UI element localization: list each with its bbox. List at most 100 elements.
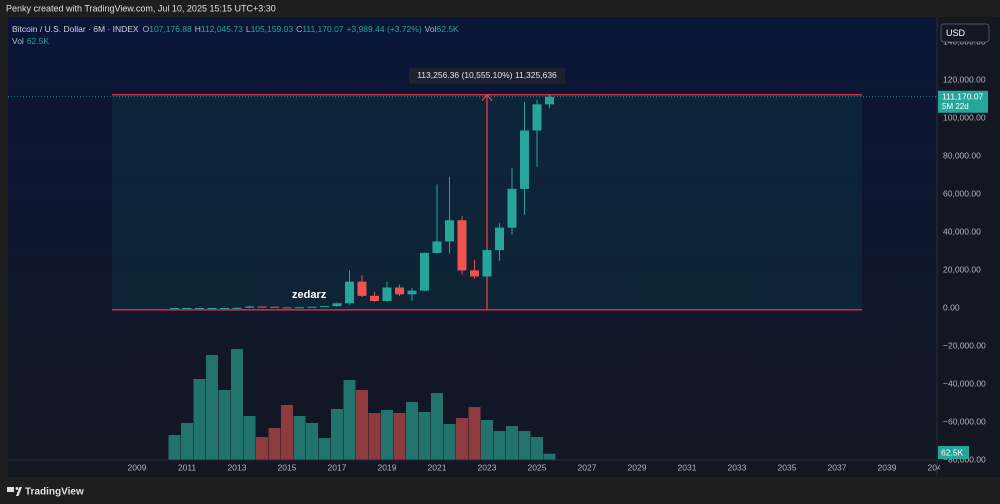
x-tick-label: 2023: [478, 462, 497, 472]
measure-arrowhead: [481, 93, 493, 102]
volume-bar: [318, 438, 331, 460]
measure-label-text: 113,256.36 (10,555.10%) 11,325,636: [417, 70, 557, 80]
candle-body: [270, 306, 279, 308]
candle-body: [245, 306, 254, 308]
time-axis: 2009 2011 2013 2015 2017 2019 2021 2023 2025 2027…: [128, 462, 940, 472]
legend-line: Bitcoin / U.S. Dollar · 6M · INDEX O107,1…: [12, 24, 459, 34]
candle-body: [232, 307, 242, 309]
last-price-label: 111,170.07: [942, 92, 984, 102]
volume-bar: [406, 402, 418, 460]
volume-bar: [243, 416, 256, 460]
last-price-box: [938, 90, 988, 113]
currency-label: USD: [946, 28, 966, 38]
volume-bar: [268, 428, 281, 460]
y-tick-label: −40,000.00: [943, 378, 986, 388]
candle-body: [520, 130, 529, 189]
candle-body: [470, 270, 479, 277]
volume-value: 62.5K: [437, 24, 460, 34]
volume-key: Vol: [12, 36, 24, 46]
chart: zedarz 113,256.36 (10,555.10%) 11,325,636…: [8, 17, 990, 477]
plot-area: zedarz: [112, 93, 862, 460]
y-tick-label: −20,000.00: [943, 340, 986, 350]
candle-body: [307, 306, 317, 308]
volume-bar: [418, 412, 431, 460]
watermark: zedarz: [292, 289, 327, 301]
credit: Penky created with TradingView.com, Jul …: [6, 3, 276, 13]
y-tick-label: 20,000.00: [943, 264, 981, 274]
volume-bar: [481, 420, 493, 460]
volume-bar: [281, 405, 293, 460]
ohlc-value: 107,176.88: [149, 24, 192, 34]
ohlc-value: 111,170.07: [302, 24, 344, 34]
volume-bar: [443, 424, 456, 460]
x-tick-label: 2021: [428, 462, 447, 472]
candle-body: [357, 281, 367, 296]
candle-body: [370, 295, 379, 301]
candle-body: [407, 290, 417, 295]
volume-bar: [231, 349, 243, 460]
ohlc-key: L: [246, 24, 251, 34]
volume-label: 62.5K: [941, 447, 964, 457]
candle-body: [545, 96, 554, 105]
volume-bar: [506, 426, 518, 460]
volume-bar: [493, 431, 506, 460]
volume-legend: Vol 62.5K: [12, 36, 49, 46]
logo-shape: [15, 487, 19, 490]
volume-bar: [368, 413, 381, 460]
brand: TradingView: [25, 487, 84, 498]
candle-body: [182, 307, 192, 309]
currency-button[interactable]: [940, 23, 990, 43]
footer-logo: [7, 487, 22, 496]
candle-body: [382, 287, 392, 301]
candle-body: [332, 303, 342, 307]
candle-body: [457, 220, 467, 271]
x-tick-label: 2017: [328, 462, 347, 472]
candle-body: [195, 307, 204, 309]
candle-body: [495, 227, 504, 251]
left-border: [0, 17, 8, 504]
volume-bar: [431, 393, 443, 460]
candle-body: [420, 252, 429, 291]
candle-body: [320, 306, 329, 308]
y-tick-label: 100,000.00: [943, 112, 986, 122]
volume-key: Vol: [425, 24, 437, 34]
y-tick-label: 80,000.00: [943, 150, 981, 160]
volume-bar: [393, 413, 406, 460]
x-tick-label: 2025: [528, 462, 547, 472]
volume-label-box: [938, 446, 969, 459]
logo-shape: [7, 487, 14, 492]
candle-body: [207, 307, 217, 309]
candle-body: [482, 250, 492, 277]
y-tick-label: 60,000.00: [943, 188, 981, 198]
y-tick-label: 0.00: [943, 302, 960, 312]
x-tick-label: 2027: [578, 462, 597, 472]
volume-bar: [206, 355, 218, 460]
volume-bar: [343, 380, 356, 460]
x-tick-label: 2019: [378, 462, 397, 472]
footer: [0, 477, 1000, 504]
x-tick-label: 2015: [278, 462, 297, 472]
y-tick-label: 40,000.00: [943, 226, 981, 236]
volume-bar: [256, 437, 268, 460]
ohlc-value: 112,045.73: [201, 24, 243, 34]
volume-bar: [468, 407, 481, 460]
candle-body: [395, 287, 404, 295]
x-tick-label: 2035: [778, 462, 797, 472]
x-tick-label: 2033: [728, 462, 747, 472]
x-tick-label: 2013: [228, 462, 247, 472]
measure-label: 113,256.36 (10,555.10%) 11,325,636: [409, 67, 565, 84]
candle-body: [432, 241, 442, 253]
ohlc-value: 105,159.03: [251, 24, 294, 34]
candle-body: [507, 188, 517, 228]
candle-body: [532, 104, 542, 131]
volume-value: 62.5K: [27, 36, 50, 46]
volume-bar: [168, 435, 181, 460]
top-bar: [0, 0, 1000, 17]
x-tick-label: 2029: [628, 462, 647, 472]
y-tick-label: −80,000.00: [943, 454, 986, 464]
y-tick-label: −60,000.00: [943, 416, 986, 426]
candle-body: [257, 306, 267, 308]
symbol-title: Bitcoin / U.S. Dollar · 6M · INDEX: [12, 24, 139, 34]
volume-bar: [518, 431, 531, 460]
